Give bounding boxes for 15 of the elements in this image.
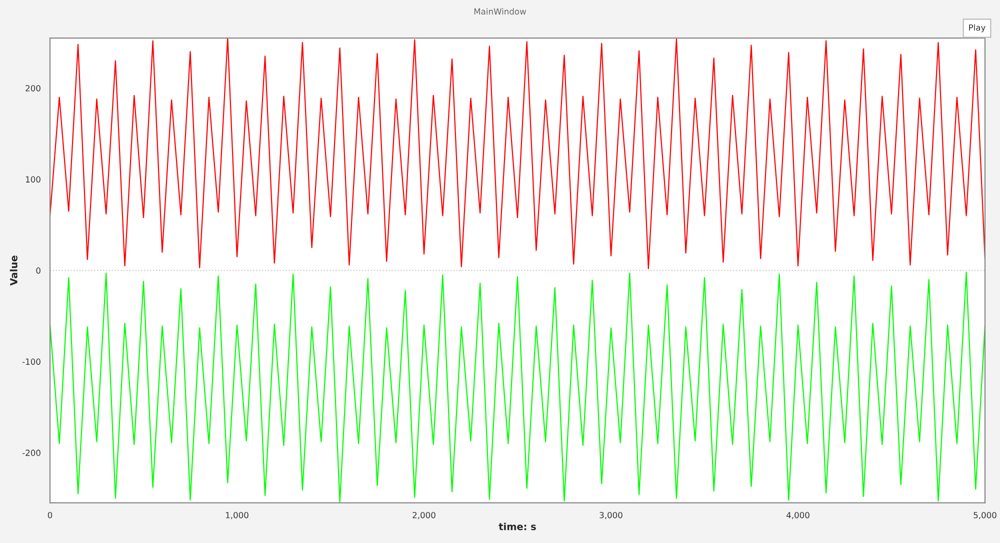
y-tick-label: 0	[36, 267, 40, 274]
x-tick-label: 0	[48, 512, 52, 518]
text: Play	[969, 24, 986, 32]
x-tick-label: 5,000	[974, 512, 996, 520]
x-tick-label: 2,000	[412, 512, 436, 520]
x-tick-label: 1,000	[226, 512, 248, 520]
y-axis-title: Value	[10, 256, 18, 286]
y-tick-label: -100	[22, 358, 40, 365]
y-tick-label: 200	[26, 85, 40, 92]
x-tick-label: 4,000	[786, 512, 810, 520]
y-tick-label: -200	[22, 450, 40, 456]
y-tick-label: 100	[26, 176, 40, 183]
chart-title: MainWindow	[474, 8, 526, 15]
x-axis-title: time: s	[498, 522, 536, 530]
x-tick-label: 3,000	[600, 512, 622, 520]
